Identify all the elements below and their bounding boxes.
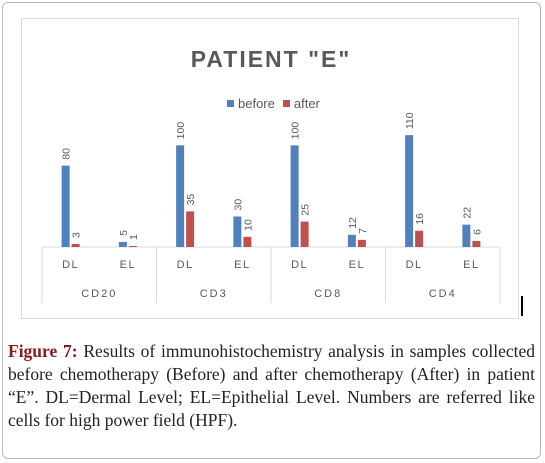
legend-label-after: after <box>293 96 320 111</box>
group-label: CD3 <box>200 288 228 300</box>
text-cursor <box>521 296 523 316</box>
chart-area: PATIENT "E" before after 80 3 DL 5 1 EL 100 35 D… <box>21 18 519 319</box>
legend-item-after: after <box>282 96 320 111</box>
x-tick-label: DL <box>62 259 79 271</box>
x-tick-label: EL <box>349 259 365 271</box>
legend-label-before: before <box>238 96 275 111</box>
bar-before <box>405 135 414 247</box>
bar-before <box>118 241 127 247</box>
data-label: 10 <box>242 219 254 231</box>
data-label: 100 <box>175 122 187 140</box>
bar-after <box>128 245 137 247</box>
x-tick-label: EL <box>120 259 136 271</box>
legend-swatch-after <box>282 100 290 107</box>
data-label: 12 <box>347 217 359 229</box>
bar-after <box>472 240 481 247</box>
data-label: 35 <box>185 194 197 206</box>
chart-legend: before after <box>227 96 324 111</box>
bar-after <box>415 230 424 247</box>
figure-frame <box>2 2 541 459</box>
bar-after <box>243 236 252 247</box>
data-label: 22 <box>461 207 473 219</box>
data-label: 3 <box>71 232 83 238</box>
x-tick-label: DL <box>177 259 194 271</box>
x-tick-label: EL <box>463 259 479 271</box>
caption-text: Results of immunohistochemistry analysis… <box>8 341 535 430</box>
bar-after <box>357 239 366 247</box>
x-tick-label: EL <box>234 259 250 271</box>
x-tick-label: DL <box>406 259 423 271</box>
group-label: CD20 <box>81 288 117 300</box>
bar-after <box>71 243 80 247</box>
bar-before <box>233 216 242 247</box>
data-label: 16 <box>414 213 426 225</box>
group-label: CD8 <box>314 288 342 300</box>
data-label: 7 <box>357 228 369 234</box>
bar-before <box>290 145 299 247</box>
data-label: 5 <box>118 230 130 236</box>
bar-before <box>462 224 471 247</box>
data-label: 25 <box>300 204 312 216</box>
data-label: 110 <box>404 112 416 129</box>
bar-after <box>186 211 195 247</box>
data-label: 6 <box>471 229 483 235</box>
bar-after <box>300 221 309 247</box>
chart-title: PATIENT "E" <box>190 46 352 72</box>
bar-before <box>347 234 356 247</box>
caption-label: Figure 7: <box>8 341 78 361</box>
data-label: 30 <box>232 199 244 211</box>
bar-before <box>61 165 70 247</box>
x-tick-label: DL <box>291 259 308 271</box>
figure-caption: Figure 7: Results of immunohistochemistr… <box>8 340 535 432</box>
data-label: 1 <box>128 234 140 240</box>
data-label: 80 <box>61 148 73 160</box>
data-label: 100 <box>290 122 302 140</box>
bar-before <box>176 145 185 247</box>
chart-plot: 80 3 DL 51 EL 100 35 DL 30 10 EL 100 25 DL 127 EL 110 16 D… <box>41 112 501 303</box>
legend-item-before: before <box>227 96 275 111</box>
legend-swatch-before <box>227 100 234 107</box>
group-label: CD4 <box>429 288 457 300</box>
